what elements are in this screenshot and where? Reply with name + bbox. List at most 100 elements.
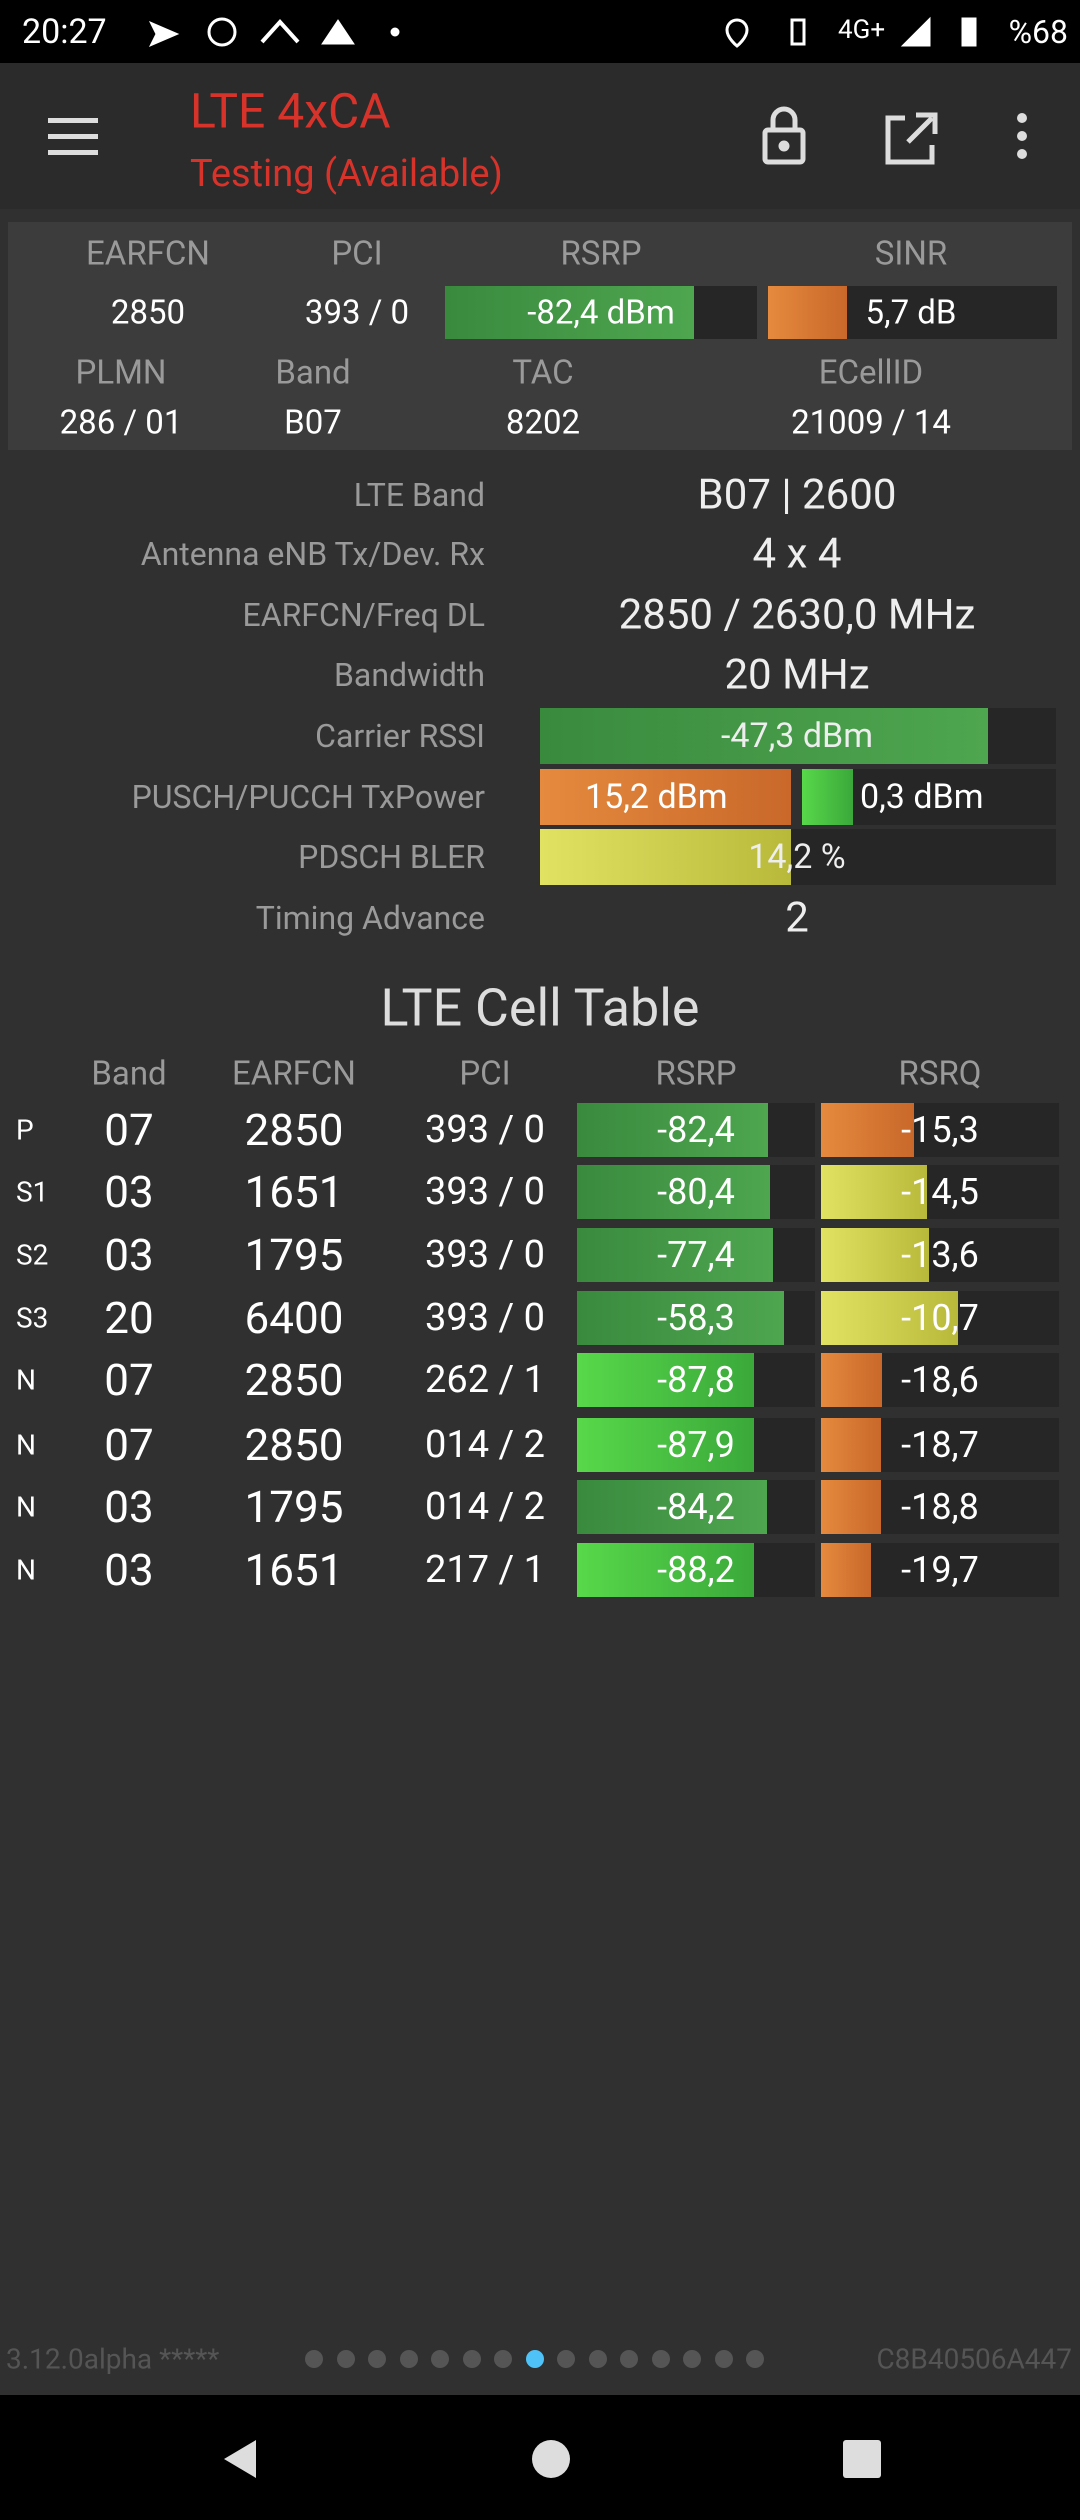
rsrq-bar-fill [821, 1543, 871, 1597]
page-dot[interactable] [336, 2350, 355, 2368]
signal-icon [900, 16, 931, 47]
cell-type: S2 [16, 1238, 49, 1272]
open-external-button[interactable] [885, 112, 938, 165]
menu-button[interactable] [48, 118, 98, 155]
detail-value: 4 x 4 [752, 529, 842, 579]
page-dot[interactable] [462, 2350, 481, 2368]
rsrq-bar-fill [821, 1353, 882, 1407]
app-icon [321, 19, 355, 45]
detail-label: LTE Band [353, 476, 485, 514]
summary-header: RSRP [560, 234, 642, 274]
table-header: PCI [459, 1054, 511, 1094]
page-dot-active[interactable] [525, 2350, 544, 2368]
table-header: RSRP [655, 1054, 737, 1094]
rsrp-bar-track [577, 1228, 815, 1282]
rsrq-bar-fill [821, 1165, 927, 1219]
detail-value: 0,3 dBm [860, 777, 984, 817]
page-dot[interactable] [494, 2350, 512, 2368]
summary-header: SINR [874, 234, 948, 274]
app-bar [0, 63, 1080, 209]
detail-bar-track [540, 829, 1056, 885]
page-dot[interactable] [399, 2350, 418, 2368]
page-dot[interactable] [746, 2350, 764, 2368]
rsrq-bar-track [821, 1353, 1059, 1407]
summary-header: PCI [331, 234, 383, 274]
cell-earfcn: 6400 [244, 1292, 344, 1344]
dot-icon [390, 27, 400, 37]
cell-pci: 217 / 1 [425, 1548, 545, 1592]
back-button[interactable] [224, 2440, 256, 2478]
page-dot[interactable] [714, 2350, 733, 2368]
detail-label: PDSCH BLER [298, 838, 485, 876]
page-dot[interactable] [588, 2350, 607, 2368]
cell-pci: 014 / 2 [425, 1485, 545, 1529]
rsrp-bar-track [577, 1418, 815, 1472]
app-subtitle: Testing (Available) [190, 152, 503, 196]
detail-bar-fill [540, 769, 791, 825]
page-dot[interactable] [431, 2350, 449, 2368]
summary-value: 286 / 01 [59, 403, 183, 443]
rsrp-bar-track [577, 1353, 815, 1407]
cell-pci: 393 / 0 [425, 1296, 545, 1340]
cell-pci: 393 / 0 [425, 1170, 545, 1214]
clock: 20:27 [22, 12, 107, 52]
vibrate-icon [790, 18, 806, 46]
detail-bar-track [540, 769, 791, 825]
cell-rsrq: -14,5 [901, 1171, 979, 1213]
cell-rsrq: -10,7 [901, 1297, 979, 1339]
cell-pci: 014 / 2 [425, 1423, 545, 1467]
cell-rsrq: -18,6 [901, 1359, 979, 1401]
page-dot[interactable] [305, 2350, 323, 2368]
page-dot[interactable] [651, 2350, 670, 2368]
cell-rsrq: -18,7 [901, 1424, 979, 1466]
cell-rsrq: -15,3 [901, 1109, 979, 1151]
summary-header: ECellID [818, 353, 924, 393]
detail-label: EARFCN/Freq DL [242, 596, 485, 634]
page-dot[interactable] [557, 2350, 575, 2368]
cell-pci: 262 / 1 [425, 1358, 545, 1402]
summary-value: 21009 / 14 [791, 403, 951, 443]
table-title: LTE Cell Table [380, 977, 700, 1039]
page-dot[interactable] [368, 2350, 386, 2368]
more-button[interactable] [1017, 113, 1027, 159]
battery-icon [961, 17, 977, 47]
recents-button[interactable] [843, 2440, 881, 2478]
rsrp-bar-fill [577, 1480, 767, 1534]
rsrq-bar-track [821, 1418, 1059, 1472]
location-icon [725, 18, 749, 48]
rsrp-bar-fill [577, 1228, 773, 1282]
lock-button[interactable] [762, 106, 806, 165]
home-button[interactable] [532, 2440, 570, 2478]
rsrq-bar-track [821, 1480, 1059, 1534]
wifi-icon [260, 19, 300, 44]
cell-rsrp: -82,4 [657, 1109, 735, 1151]
cell-rsrp: -87,9 [657, 1424, 735, 1466]
summary-header: EARFCN [86, 234, 210, 274]
detail-value: B07 | 2600 [697, 470, 897, 520]
cell-rsrp: -77,4 [657, 1234, 735, 1276]
summary-value: 393 / 0 [304, 293, 410, 333]
cell-earfcn: 1651 [244, 1166, 344, 1218]
rsrp-bar-track [577, 1103, 815, 1157]
cell-rsrp: -84,2 [657, 1486, 735, 1528]
rsrp-bar-track [445, 286, 757, 339]
version: 3.12.0alpha ***** [6, 2342, 220, 2376]
table-header: Band [91, 1054, 167, 1094]
cell-rsrp: -88,2 [657, 1549, 735, 1591]
rsrp-bar-fill [577, 1291, 784, 1345]
telegram-icon [148, 21, 180, 47]
summary-header: PLMN [75, 353, 167, 393]
cell-type: N [16, 1363, 36, 1397]
detail-label: Bandwidth [333, 656, 485, 694]
cell-band: 03 [104, 1166, 154, 1218]
cell-band: 07 [104, 1104, 154, 1156]
rsrp-bar-fill [577, 1543, 754, 1597]
cell-rsrp: -80,4 [657, 1171, 735, 1213]
page-dot[interactable] [620, 2350, 638, 2368]
cell-type: S1 [16, 1175, 49, 1209]
rsrp-bar-track [577, 1543, 815, 1597]
page-dot[interactable] [683, 2350, 701, 2368]
cell-earfcn: 2850 [244, 1104, 344, 1156]
